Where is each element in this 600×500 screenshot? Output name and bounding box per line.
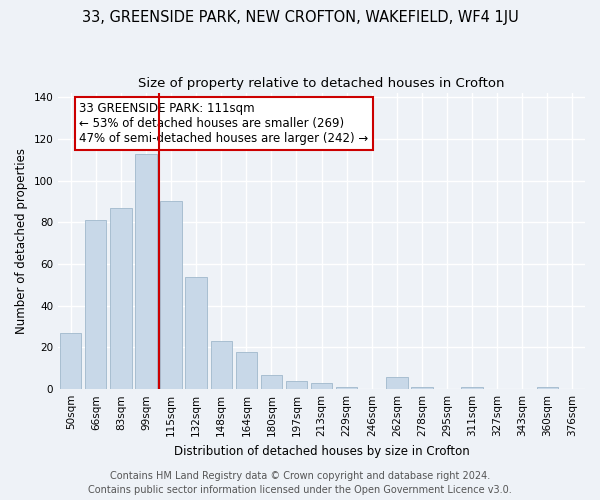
Bar (461, 387, 483, 389)
Text: 33, GREENSIDE PARK, NEW CROFTON, WAKEFIELD, WF4 1JU: 33, GREENSIDE PARK, NEW CROFTON, WAKEFIE… (82, 10, 518, 25)
Bar (110, 208, 131, 389)
Bar (60, 333, 82, 389)
Bar (185, 276, 207, 389)
Bar (261, 374, 282, 389)
Text: Contains HM Land Registry data © Crown copyright and database right 2024.
Contai: Contains HM Land Registry data © Crown c… (88, 471, 512, 495)
Bar (336, 387, 358, 389)
Bar (85, 220, 106, 389)
Bar (211, 341, 232, 389)
Bar (136, 154, 157, 389)
X-axis label: Distribution of detached houses by size in Crofton: Distribution of detached houses by size … (174, 444, 469, 458)
Bar (236, 352, 257, 389)
Bar (311, 383, 332, 389)
Bar (411, 387, 433, 389)
Title: Size of property relative to detached houses in Crofton: Size of property relative to detached ho… (139, 78, 505, 90)
Bar (537, 387, 558, 389)
Bar (386, 376, 407, 389)
Bar (286, 381, 307, 389)
Y-axis label: Number of detached properties: Number of detached properties (15, 148, 28, 334)
Text: 33 GREENSIDE PARK: 111sqm
← 53% of detached houses are smaller (269)
47% of semi: 33 GREENSIDE PARK: 111sqm ← 53% of detac… (79, 102, 368, 145)
Bar (160, 202, 182, 389)
